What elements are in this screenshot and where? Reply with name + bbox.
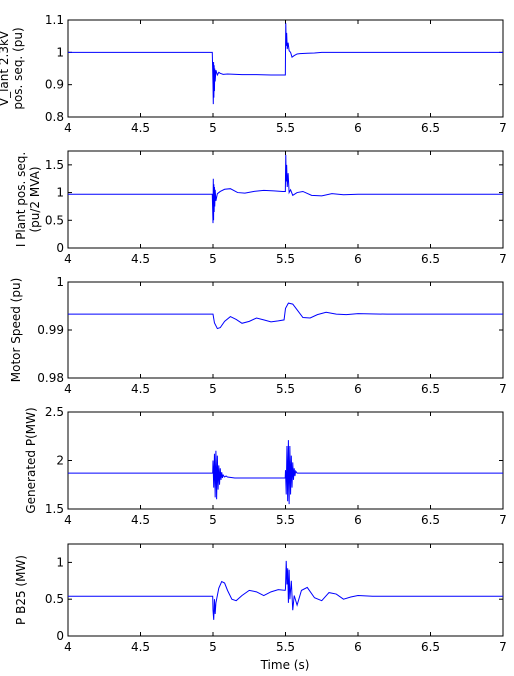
x-tick-label: 6.5 — [421, 121, 440, 135]
x-tick-label: 6.5 — [421, 513, 440, 527]
y-tick-label: 1.5 — [45, 158, 64, 172]
x-tick-label: 5 — [209, 121, 217, 135]
x-tick-label: 5.5 — [276, 382, 295, 396]
axes-box — [67, 281, 504, 379]
x-tick-label: 6.5 — [421, 252, 440, 266]
y-tick-label: 0 — [56, 629, 64, 643]
panels: 4 4.5 5 5.5 6 6.5 7 0.8 0.9 1 1.1 V_lant 2.3kV pos. … — [0, 13, 507, 654]
x-tick-label: 6.5 — [421, 640, 440, 654]
y-tick-label: 0.99 — [37, 323, 64, 337]
x-tick-label: 5.5 — [276, 252, 295, 266]
panel-4: 4 4.5 5 5.5 6 6.5 7 1.5 2 2.5 Generated P(MW) — [24, 405, 507, 527]
x-tick-label: 6 — [354, 121, 362, 135]
y-tick-label: 1 — [56, 45, 64, 59]
y-axis-label: Generated P(MW) — [24, 407, 38, 513]
x-tick-label: 4 — [64, 252, 72, 266]
x-tick-label: 7 — [499, 252, 507, 266]
series-line — [68, 23, 503, 105]
axes-box — [67, 411, 504, 510]
x-tick-label: 6 — [354, 640, 362, 654]
x-tick-label: 5 — [209, 382, 217, 396]
y-axis-label: Motor Speed (pu) — [9, 278, 23, 383]
y-tick-label: 0.5 — [45, 213, 64, 227]
series-line — [68, 560, 503, 620]
x-tick-label: 4.5 — [131, 640, 150, 654]
x-tick-label: 5.5 — [276, 513, 295, 527]
y-axis-label: V_lant 2.3kV — [0, 30, 11, 106]
y-tick-label: 0.98 — [37, 371, 64, 385]
panel-2: 4 4.5 5 5.5 6 6.5 7 0 0.5 1 1.5 I Plant pos. seq. (p… — [14, 150, 507, 266]
y-tick-label: 0 — [56, 241, 64, 255]
x-tick-label: 5.5 — [276, 121, 295, 135]
y-axis-label: pos. seq. (pu) — [11, 27, 25, 109]
x-axis-label: Time (s) — [260, 658, 310, 672]
x-tick-label: 6 — [354, 382, 362, 396]
panel-3: 4 4.5 5 5.5 6 6.5 7 0.98 0.99 1 Motor Speed (pu) — [9, 275, 507, 396]
x-tick-label: 4 — [64, 382, 72, 396]
series-line — [68, 302, 503, 330]
x-tick-label: 5 — [209, 252, 217, 266]
x-tick-label: 6 — [354, 252, 362, 266]
panel-5: 4 4.5 5 5.5 6 6.5 7 0 0.5 1 P B25 (MW) — [14, 543, 507, 654]
y-tick-label: 0.9 — [45, 78, 64, 92]
x-tick-label: 7 — [499, 640, 507, 654]
x-tick-label: 4.5 — [131, 382, 150, 396]
panel-1: 4 4.5 5 5.5 6 6.5 7 0.8 0.9 1 1.1 V_lant 2.3kV pos. … — [0, 13, 507, 135]
y-tick-label: 0.5 — [45, 592, 64, 606]
x-tick-label: 5.5 — [276, 640, 295, 654]
y-tick-label: 2 — [56, 454, 64, 468]
y-tick-label: 1 — [56, 186, 64, 200]
x-tick-label: 4.5 — [131, 121, 150, 135]
y-axis-label: (pu/2 MVA) — [28, 166, 42, 232]
series-line — [68, 440, 503, 505]
x-tick-label: 7 — [499, 121, 507, 135]
x-tick-label: 7 — [499, 513, 507, 527]
x-tick-label: 4.5 — [131, 252, 150, 266]
y-axis-label: P B25 (MW) — [14, 555, 28, 625]
x-tick-label: 4 — [64, 513, 72, 527]
x-tick-label: 5 — [209, 513, 217, 527]
y-tick-label: 1 — [56, 555, 64, 569]
y-tick-label: 1.1 — [45, 13, 64, 27]
y-tick-label: 2.5 — [45, 405, 64, 419]
x-tick-label: 4.5 — [131, 513, 150, 527]
y-axis-label: I Plant pos. seq. — [14, 152, 28, 247]
x-tick-label: 4 — [64, 121, 72, 135]
y-tick-label: 1 — [56, 275, 64, 289]
y-tick-label: 1.5 — [45, 502, 64, 516]
x-tick-label: 7 — [499, 382, 507, 396]
series-line — [68, 154, 503, 224]
x-tick-label: 6.5 — [421, 382, 440, 396]
x-tick-label: 6 — [354, 513, 362, 527]
x-tick-label: 5 — [209, 640, 217, 654]
y-tick-label: 0.8 — [45, 110, 64, 124]
x-tick-label: 4 — [64, 640, 72, 654]
